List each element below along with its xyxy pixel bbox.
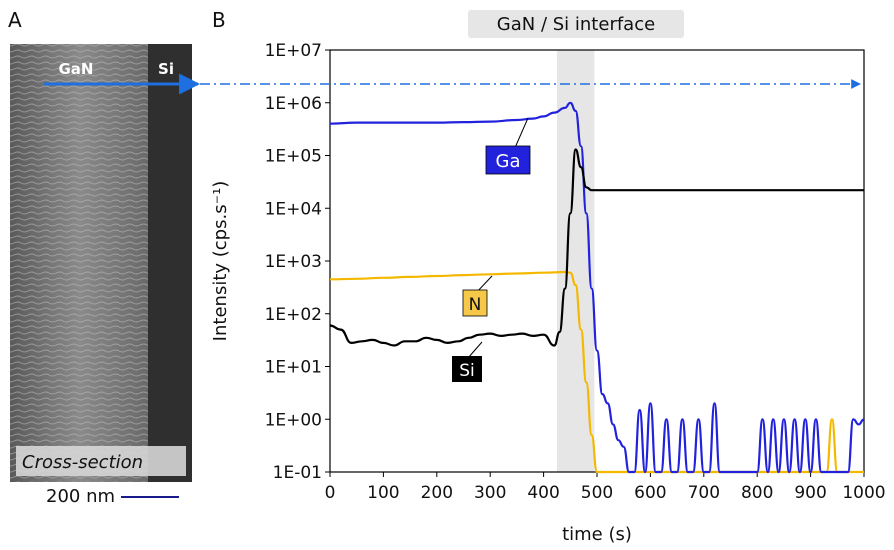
- ga-label-box: [485, 145, 531, 175]
- x-tick-label: 200: [421, 483, 453, 503]
- si-label-group: Si: [452, 341, 483, 382]
- panel-label-b: B: [212, 8, 226, 32]
- gan-label: GaN: [59, 60, 94, 78]
- x-tick-label: 1000: [842, 483, 885, 503]
- series-si-line: [329, 148, 864, 347]
- cross-section-caption: Cross-section: [22, 452, 143, 473]
- y-tick-label: 1E-01: [273, 463, 322, 483]
- n-label: N: [469, 295, 482, 315]
- si-substrate: [148, 44, 192, 482]
- series-ga-line: [329, 101, 865, 474]
- x-tick-label: 500: [581, 483, 613, 503]
- x-tick-label: 400: [527, 483, 559, 503]
- y-axis-title: Intensity (cps.s⁻¹): [210, 181, 231, 342]
- x-tick-label: 100: [367, 483, 399, 503]
- plot-frame: [329, 49, 865, 473]
- scale-bar-label: 200 nm: [46, 486, 116, 507]
- x-tick-label: 600: [634, 483, 666, 503]
- panel-label-a: A: [8, 8, 22, 32]
- sem-image: GaN Si Cross-section: [10, 44, 192, 482]
- interface-label-box: [468, 10, 684, 38]
- scale-bar-line: [121, 495, 180, 498]
- si-series-label: Si: [459, 361, 475, 381]
- gan-texture: [10, 44, 148, 482]
- x-tick-label: 300: [474, 483, 506, 503]
- y-tick-label: 1E+00: [265, 410, 322, 430]
- x-tick-label: 700: [688, 483, 720, 503]
- y-tick-label: 1E+03: [265, 252, 322, 272]
- n-label-group: N: [462, 275, 493, 317]
- caption-box: [16, 446, 186, 476]
- y-tick-label: 1E+05: [265, 147, 322, 167]
- y-tick-label: 1E+01: [265, 358, 322, 378]
- series-layer: [329, 101, 865, 474]
- y-tick-label: 1E+07: [265, 41, 322, 61]
- x-tick-label: 0: [325, 483, 336, 503]
- axis-ticks: 0 100 200 300 400 500 600 700 800 900 1000 1E-01 1E+…: [265, 41, 886, 503]
- si-label: Si: [158, 60, 174, 78]
- x-axis-title: time (s): [562, 524, 632, 545]
- ga-label: Ga: [496, 151, 521, 172]
- scale-bar: 200 nm: [46, 486, 180, 507]
- x-tick-label: 800: [741, 483, 773, 503]
- x-tick-label: 900: [794, 483, 826, 503]
- ga-pointer: [513, 117, 529, 151]
- y-tick-label: 1E+06: [265, 94, 322, 114]
- series-n-line: [329, 270, 864, 474]
- si-pointer: [467, 341, 483, 359]
- y-tick-label: 1E+04: [265, 199, 322, 219]
- n-label-box: [462, 289, 488, 317]
- si-label-box: [452, 356, 482, 382]
- y-tick-label: 1E+02: [265, 305, 322, 325]
- interface-label: GaN / Si interface: [497, 14, 655, 35]
- ga-label-group: Ga: [485, 117, 531, 175]
